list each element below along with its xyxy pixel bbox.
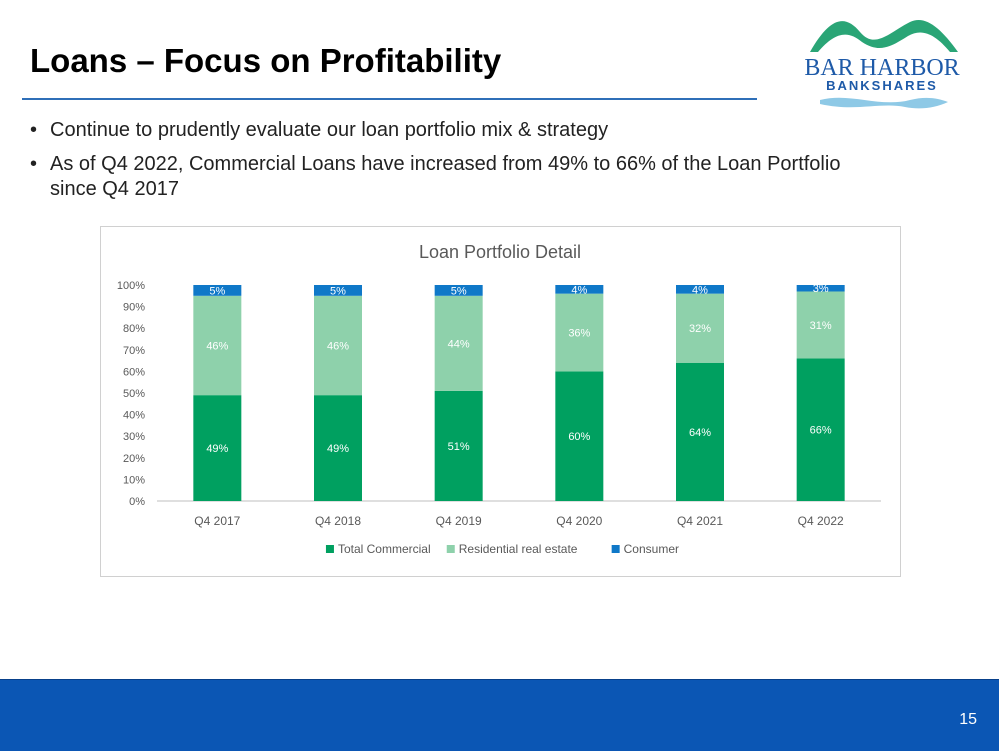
y-tick-label: 60%	[123, 366, 145, 378]
data-label: 36%	[568, 328, 590, 340]
y-tick-label: 30%	[123, 431, 145, 443]
bar-segment	[434, 295, 483, 391]
bar-segment	[314, 395, 362, 501]
bar-segment	[193, 285, 242, 296]
legend-swatch	[611, 545, 620, 553]
bar-segment	[796, 358, 845, 501]
loan-portfolio-chart: Loan Portfolio Detail 0% 10% 20% 30% 40% 50% 60…	[100, 226, 901, 577]
bar-segment	[676, 285, 724, 294]
title-divider	[22, 98, 757, 100]
data-label: 46%	[327, 340, 349, 352]
logo-line1: BAR HARBOR	[804, 55, 959, 81]
x-tick-label: Q4 2020	[556, 514, 602, 528]
logo-wave-shape	[820, 97, 948, 109]
y-tick-label: 90%	[123, 302, 145, 314]
bar-segment	[796, 285, 845, 292]
x-tick-label: Q4 2017	[194, 514, 240, 528]
bullet-list: • Continue to prudently evaluate our loan…	[30, 118, 870, 211]
x-tick-label: Q4 2021	[677, 514, 723, 528]
data-label: 64%	[689, 427, 711, 439]
data-label: 4%	[692, 284, 708, 296]
y-tick-label: 20%	[123, 453, 145, 465]
data-label: 66%	[810, 425, 832, 437]
y-tick-label: 10%	[123, 474, 145, 486]
y-tick-label: 0%	[129, 496, 145, 508]
legend-swatch	[446, 545, 455, 553]
data-label: 51%	[448, 441, 470, 453]
y-tick-label: 50%	[123, 388, 145, 400]
bar-segment	[676, 362, 724, 501]
footer-bar: 15	[0, 679, 999, 751]
bar-segment	[676, 293, 724, 363]
data-label: 49%	[327, 443, 349, 455]
x-tick-label: Q4 2018	[315, 514, 361, 528]
data-label: 4%	[571, 284, 587, 296]
bar-segment	[434, 285, 483, 296]
x-tick-label: Q4 2022	[798, 514, 844, 528]
bullet-item: • Continue to prudently evaluate our loan…	[30, 119, 609, 141]
chart-title: Loan Portfolio Detail	[419, 242, 581, 262]
bar-segment	[796, 291, 845, 359]
logo-line2: BANKSHARES	[826, 78, 938, 93]
legend-swatch	[325, 545, 334, 553]
data-label: 46%	[206, 340, 228, 352]
bar-segment	[555, 371, 604, 501]
bar-segment	[434, 390, 483, 501]
page-number: 15	[959, 711, 977, 728]
data-label: 5%	[209, 285, 225, 297]
data-label: 60%	[568, 431, 590, 443]
data-label: 31%	[810, 320, 832, 332]
y-tick-label: 80%	[123, 323, 145, 335]
data-label: 5%	[330, 285, 346, 297]
chart-canvas: Loan Portfolio Detail 0% 10% 20% 30% 40% 50% 60…	[117, 242, 881, 556]
slide-title: Loans – Focus on Profitability	[30, 42, 502, 79]
bar-segment	[193, 295, 242, 396]
bar-segment	[314, 295, 362, 396]
data-label: 44%	[448, 338, 470, 350]
bar-harbor-logo: BAR HARBOR BANKSHARES	[800, 12, 965, 112]
logo-mountain-shape	[810, 20, 958, 52]
bar-segment	[555, 285, 604, 294]
x-tick-label: Q4 2019	[436, 514, 482, 528]
legend-label: Consumer	[624, 542, 679, 556]
legend-label: Total Commercial	[338, 542, 431, 556]
data-label: 49%	[206, 443, 228, 455]
bullet-item: • As of Q4 2022, Commercial Loans have in…	[30, 153, 841, 200]
y-tick-label: 40%	[123, 410, 145, 422]
y-tick-label: 70%	[123, 345, 145, 357]
bullet-text: As of Q4 2022, Commercial Loans have inc…	[50, 153, 841, 200]
bar-segment	[193, 395, 242, 501]
bar-segment	[555, 293, 604, 372]
bullet-text: Continue to prudently evaluate our loan …	[50, 119, 609, 141]
data-label: 5%	[451, 285, 467, 297]
data-label: 32%	[689, 323, 711, 335]
y-tick-label: 100%	[117, 280, 145, 292]
data-label: 3%	[813, 283, 829, 295]
legend-label: Residential real estate	[459, 542, 578, 556]
bar-segment	[314, 285, 362, 296]
